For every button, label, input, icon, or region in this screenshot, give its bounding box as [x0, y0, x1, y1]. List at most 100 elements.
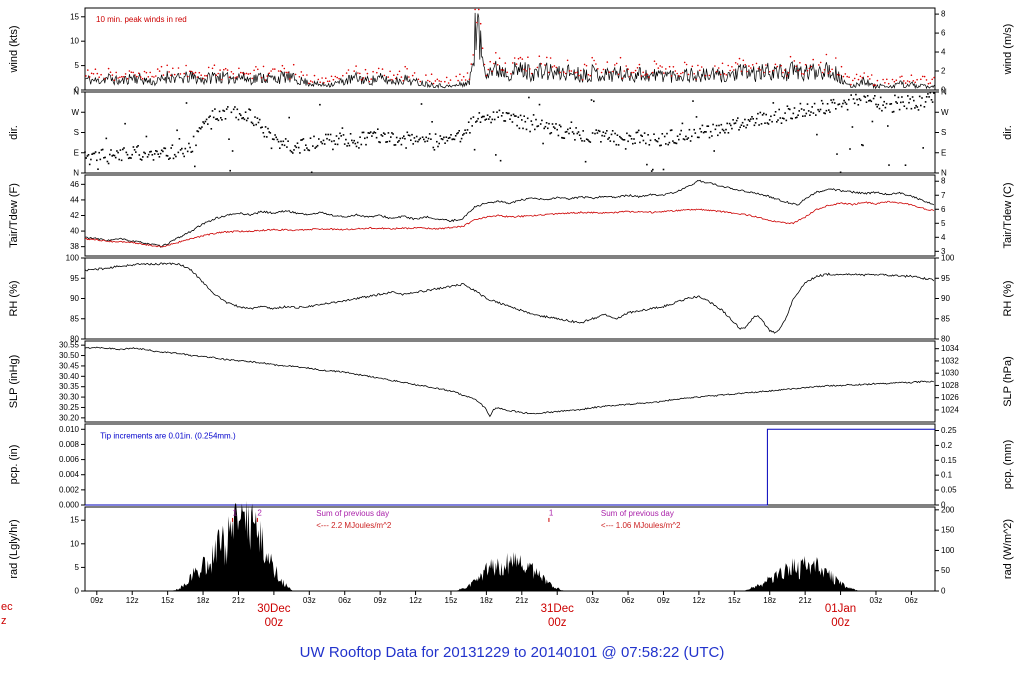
dir-dot	[245, 119, 248, 122]
dir-dot	[562, 137, 564, 139]
dir-dot	[581, 140, 583, 142]
dir-dot	[411, 133, 413, 136]
dir-dot	[479, 121, 482, 123]
wind-peak-dot	[636, 67, 639, 69]
dir-dot	[307, 149, 309, 151]
wind-peak-dot	[553, 65, 556, 67]
dir-dot	[264, 126, 267, 128]
dir-right-tick-label: E	[941, 148, 946, 157]
dir-dot	[575, 127, 577, 129]
wind-peak-dot	[670, 75, 673, 77]
dir-dot	[720, 123, 723, 126]
dir-dot	[172, 157, 175, 160]
wind-peak-dot	[457, 79, 459, 82]
dir-dot	[785, 119, 788, 122]
wind-peak-dot	[436, 78, 439, 81]
wind-peak-dot	[319, 81, 322, 83]
wind-peak-dot	[281, 64, 284, 67]
dir-dot	[878, 107, 881, 110]
dir-dot	[909, 98, 911, 100]
dir-dot	[123, 147, 125, 149]
wind-peak-dot	[143, 70, 146, 73]
dir-dot	[918, 95, 921, 98]
dir-dot	[286, 146, 288, 148]
slp-left-tick-label: 30.20	[59, 413, 80, 422]
wind-peak-dot	[389, 70, 391, 73]
dir-dot	[606, 130, 608, 132]
dir-dot	[94, 151, 97, 153]
pcp-right-axis-label: pcp. (mm)	[1002, 440, 1014, 490]
slp-left-tick-label: 30.35	[59, 382, 80, 391]
dir-dot	[428, 133, 431, 135]
wind-peak-dot	[593, 59, 595, 62]
dir-dot	[531, 123, 534, 126]
dir-dot	[326, 137, 328, 140]
dir-dot	[447, 137, 450, 139]
rad-area	[85, 500, 935, 591]
clipped-date-line2: z	[1, 615, 7, 627]
dir-dot	[587, 139, 589, 141]
dir-dot	[539, 123, 542, 125]
wind-peak-dot	[523, 68, 525, 71]
dir-dot	[776, 121, 778, 123]
x-tick-label: 06z	[338, 596, 351, 605]
dir-dot	[489, 116, 491, 118]
wind-peak-dot	[674, 70, 677, 72]
wind-peak-dot	[461, 79, 463, 81]
dir-dot	[933, 92, 935, 94]
wind-peak-dot	[546, 56, 548, 59]
slp-left-axis-label: SLP (inHg)	[8, 355, 20, 409]
rh-right-axis-label: RH (%)	[1002, 280, 1014, 316]
pcp-left-tick-label: 0.002	[59, 485, 80, 494]
x-tick-label: 03z	[303, 596, 316, 605]
wind-right-tick-label: 0	[941, 86, 946, 95]
wind-peak-dot	[595, 63, 597, 65]
dir-dot	[807, 110, 810, 112]
dir-dot	[230, 111, 233, 114]
wind-peak-dot	[464, 79, 467, 81]
dir-dot	[858, 98, 861, 100]
dir-dot	[869, 99, 871, 102]
dir-dot	[275, 136, 277, 139]
dir-dot	[228, 138, 230, 140]
wind-peak-dot	[648, 76, 650, 78]
dir-dot	[758, 124, 760, 126]
wind-peak-dot	[625, 65, 627, 67]
dir-dot	[778, 108, 780, 111]
wind-peak-dot	[721, 62, 724, 65]
x-tick-label: 21z	[515, 596, 528, 605]
dir-dot	[713, 150, 715, 152]
dir-dot	[143, 151, 145, 154]
wind-peak-dot	[402, 79, 405, 82]
dir-dot	[667, 143, 669, 146]
dir-dot	[922, 147, 924, 149]
dir-dot	[302, 138, 305, 140]
dir-dot	[692, 100, 694, 102]
dir-dot	[672, 140, 674, 142]
dir-dot	[548, 122, 550, 125]
wind-peak-dot	[485, 74, 488, 77]
dir-dot	[129, 156, 131, 159]
dir-dot	[727, 132, 730, 134]
wind-peak-dot	[908, 81, 911, 83]
x-tick-label: 12z	[692, 596, 705, 605]
wind-peak-dot	[591, 56, 593, 59]
dir-dot	[910, 107, 913, 110]
wind-peak-dot	[185, 64, 187, 67]
dir-dot	[837, 103, 839, 106]
wind-peak-dot	[904, 82, 907, 84]
dir-dot	[473, 148, 476, 151]
dir-dot	[382, 132, 385, 134]
wind-peak-dot	[910, 74, 913, 76]
dir-dot	[432, 146, 435, 149]
dir-dot	[393, 144, 396, 146]
x-tick-label: 21z	[232, 596, 245, 605]
wind-peak-dot	[115, 71, 117, 74]
dir-dot	[811, 106, 813, 108]
dir-dot	[308, 149, 311, 152]
wind-peak-dot	[547, 71, 550, 74]
dir-dot	[642, 139, 645, 142]
wind-peak-dot	[923, 75, 926, 78]
dir-dot	[569, 127, 571, 129]
dir-dot	[830, 99, 832, 101]
